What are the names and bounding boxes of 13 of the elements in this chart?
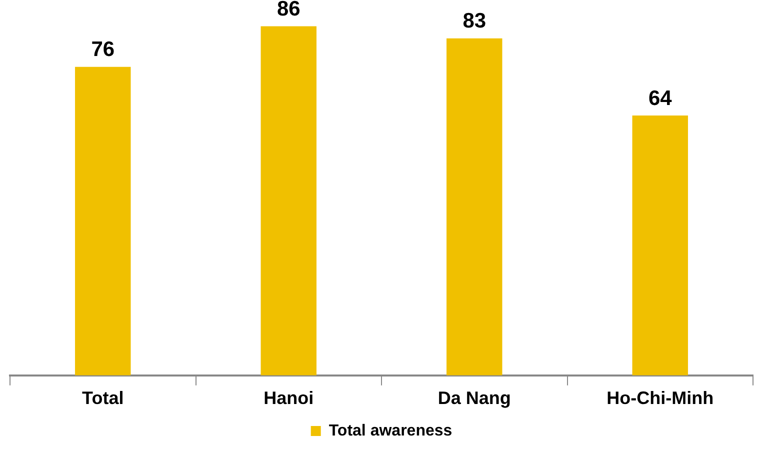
- data-label: 64: [648, 86, 672, 110]
- bar: [632, 116, 688, 376]
- x-tick-label: Hanoi: [264, 388, 314, 408]
- legend-label: Total awareness: [328, 422, 452, 440]
- bar: [75, 66, 131, 376]
- data-label: 76: [91, 38, 115, 62]
- x-tick-label: Total: [82, 388, 124, 408]
- data-label: 86: [276, 0, 300, 21]
- bar: [446, 38, 502, 376]
- x-tick-label: Ho-Chi-Minh: [606, 388, 714, 408]
- x-tick-label: Da Nang: [438, 388, 511, 408]
- data-label: 83: [462, 10, 486, 33]
- bar: [260, 26, 316, 376]
